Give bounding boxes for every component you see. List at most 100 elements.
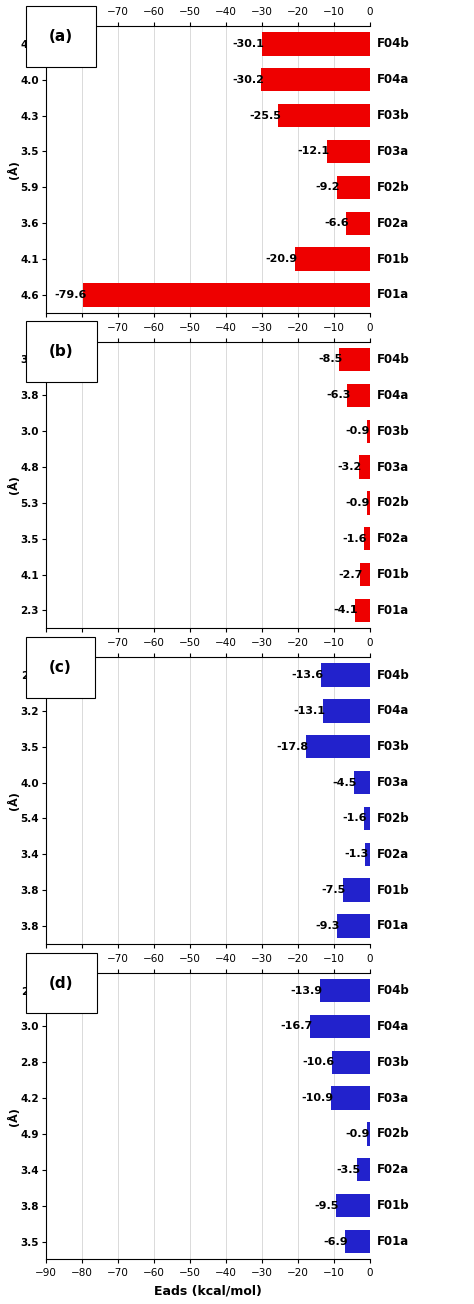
Bar [367,420,370,443]
Text: -7.5: -7.5 [322,885,346,895]
Bar [347,383,370,407]
Bar [356,599,370,622]
Text: F04b: F04b [376,353,410,366]
Bar [343,879,370,902]
Bar [278,104,370,128]
Text: F02b: F02b [376,812,409,825]
Text: -10.9: -10.9 [301,1093,334,1103]
Text: F02a: F02a [376,532,409,545]
Bar [357,1158,370,1181]
Text: -9.5: -9.5 [314,1201,339,1210]
Text: -10.6: -10.6 [303,1058,335,1067]
Text: -12.1: -12.1 [297,146,329,156]
Text: -6.9: -6.9 [323,1236,348,1247]
Bar [345,1230,370,1253]
Bar [354,771,370,794]
Text: (d): (d) [49,975,74,991]
Bar [336,1194,370,1218]
Text: F01a: F01a [376,604,409,617]
Text: F03a: F03a [376,145,409,158]
Bar [295,248,370,271]
Text: -1.6: -1.6 [343,814,367,823]
Text: -20.9: -20.9 [265,254,298,263]
Bar [365,807,370,831]
Text: -30.2: -30.2 [232,74,264,85]
Text: -2.7: -2.7 [339,570,363,579]
Text: F01b: F01b [376,884,409,897]
Text: F04b: F04b [376,669,410,682]
Text: F04b: F04b [376,985,410,998]
Y-axis label: (Å): (Å) [7,1107,19,1125]
Text: F02a: F02a [376,848,409,861]
Text: F03b: F03b [376,425,409,438]
Text: -3.2: -3.2 [337,462,362,472]
Text: -13.6: -13.6 [292,670,324,679]
Text: F04b: F04b [376,38,410,51]
Bar [320,979,370,1003]
Text: (c): (c) [49,660,72,675]
Bar [358,455,370,479]
Text: -4.5: -4.5 [332,777,357,788]
Y-axis label: (Å): (Å) [7,792,19,810]
Text: F02b: F02b [376,181,409,194]
Text: F02a: F02a [376,216,409,230]
Text: F03a: F03a [376,1091,409,1104]
Bar [262,33,370,56]
Text: F04a: F04a [376,389,409,402]
Text: F01a: F01a [376,288,409,301]
Text: -1.3: -1.3 [344,849,368,859]
Text: (b): (b) [49,344,74,360]
Bar [306,735,370,759]
Text: F01b: F01b [376,1200,409,1213]
Text: -6.6: -6.6 [325,218,349,228]
Y-axis label: (Å): (Å) [7,160,19,179]
Text: F01b: F01b [376,569,409,582]
Text: -0.9: -0.9 [346,1129,370,1138]
Text: F04a: F04a [376,704,409,717]
Text: -4.1: -4.1 [334,605,358,615]
Text: F04a: F04a [376,1020,409,1033]
Text: F02b: F02b [376,1128,409,1141]
Text: -13.1: -13.1 [294,705,326,716]
Text: F04a: F04a [376,73,409,86]
Bar [367,1123,370,1146]
Bar [261,68,370,91]
Text: -3.5: -3.5 [336,1164,360,1175]
Bar [337,914,370,938]
Text: -16.7: -16.7 [281,1021,313,1031]
Text: -25.5: -25.5 [249,111,281,120]
Text: -0.9: -0.9 [346,426,370,436]
Text: F03a: F03a [376,776,409,789]
Bar [331,1086,370,1110]
Bar [365,527,370,550]
X-axis label: Eads (kcal/mol): Eads (kcal/mol) [154,1284,262,1297]
Bar [339,348,370,372]
Y-axis label: (Å): (Å) [7,476,19,494]
Text: -9.3: -9.3 [315,921,339,931]
Text: F02a: F02a [376,1163,409,1176]
Text: -1.6: -1.6 [343,533,367,544]
Bar [83,283,370,306]
Text: F02b: F02b [376,497,409,510]
Text: F01a: F01a [376,1235,409,1248]
Bar [321,664,370,687]
Bar [346,211,370,235]
Text: -0.9: -0.9 [346,498,370,507]
Text: -13.9: -13.9 [291,986,323,995]
Text: -30.1: -30.1 [233,39,264,48]
Text: -17.8: -17.8 [277,742,309,751]
Text: -6.3: -6.3 [326,390,350,400]
Text: F03a: F03a [376,460,409,473]
Text: -9.2: -9.2 [315,183,340,192]
Bar [337,176,370,200]
Text: F03b: F03b [376,741,409,754]
Bar [367,492,370,515]
Bar [360,563,370,587]
Bar [332,1051,370,1074]
Text: F03b: F03b [376,1056,409,1069]
Text: F01a: F01a [376,919,409,932]
Text: F01b: F01b [376,253,409,266]
Bar [327,140,370,163]
Text: -8.5: -8.5 [318,355,342,364]
Bar [365,842,370,866]
